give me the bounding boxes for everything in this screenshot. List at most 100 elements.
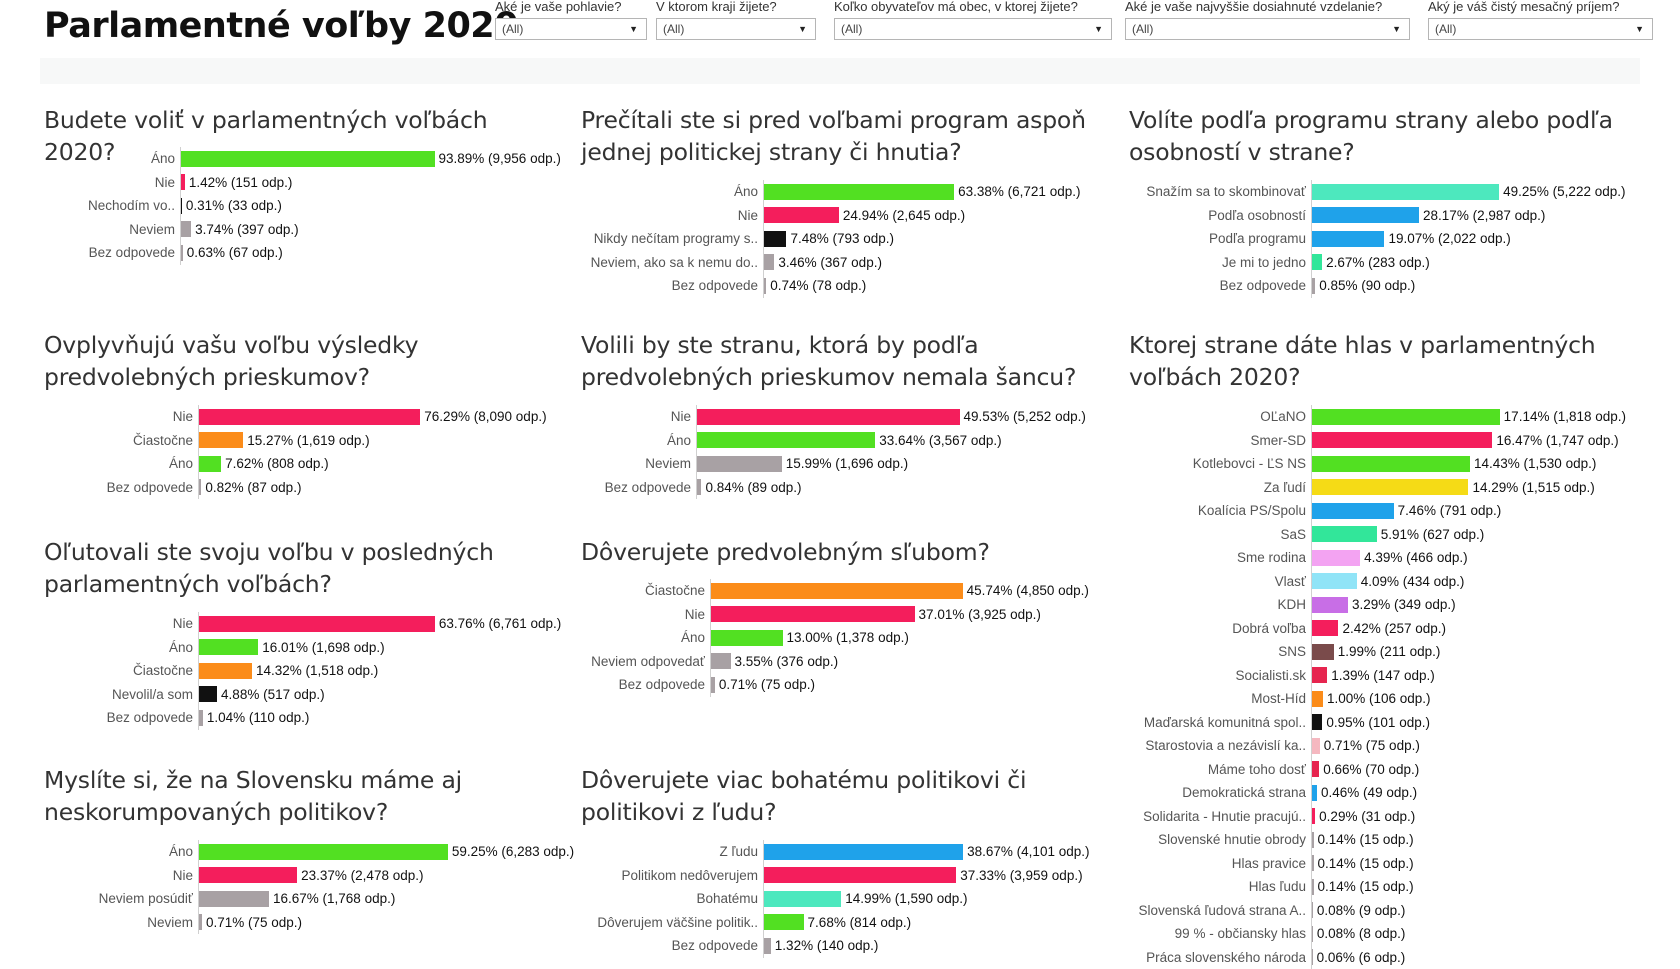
bar-row[interactable]: Nikdy nečítam programy s..7.48% (793 odp… (577, 227, 1107, 251)
bar[interactable] (764, 867, 956, 883)
bar[interactable] (1312, 714, 1322, 730)
bar[interactable] (711, 606, 915, 622)
bar[interactable] (1312, 231, 1384, 247)
bar[interactable] (199, 456, 221, 472)
bar[interactable] (1312, 785, 1317, 801)
bar[interactable] (697, 432, 875, 448)
filter-income-select[interactable]: (All) ▼ (1428, 18, 1653, 40)
bar[interactable] (199, 479, 201, 495)
bar[interactable] (697, 409, 960, 425)
bar[interactable] (1312, 526, 1377, 542)
bar[interactable] (1312, 597, 1348, 613)
bar[interactable] (1312, 550, 1360, 566)
bar-row[interactable]: Solidarita - Hnutie pracujú..0.29% (31 o… (1125, 805, 1655, 829)
bar[interactable] (1312, 479, 1468, 495)
bar[interactable] (1312, 278, 1315, 294)
bar[interactable] (764, 254, 774, 270)
bar[interactable] (1312, 503, 1394, 519)
bar[interactable] (199, 891, 269, 907)
bar-row[interactable]: Dôverujem väčšine politik..7.68% (814 od… (577, 911, 1107, 935)
bar[interactable] (181, 221, 191, 237)
bar[interactable] (1312, 620, 1338, 636)
bar[interactable] (764, 891, 841, 907)
bar[interactable] (1312, 432, 1492, 448)
bar[interactable] (1312, 832, 1314, 848)
bar[interactable] (181, 198, 182, 214)
bar[interactable] (764, 914, 804, 930)
bar[interactable] (181, 174, 185, 190)
bar[interactable] (199, 616, 435, 632)
bar[interactable] (181, 151, 435, 167)
bar[interactable] (1312, 761, 1319, 777)
bar-row[interactable]: Nechodím vo..0.31% (33 odp.) (40, 194, 570, 218)
bar[interactable] (199, 432, 243, 448)
bar[interactable] (1312, 667, 1327, 683)
bar[interactable] (1312, 738, 1320, 754)
bar[interactable] (1312, 879, 1314, 895)
bar[interactable] (1312, 184, 1499, 200)
bar[interactable] (764, 231, 786, 247)
bar[interactable] (697, 479, 701, 495)
bar[interactable] (1312, 808, 1315, 824)
bar[interactable] (1312, 207, 1419, 223)
bar[interactable] (711, 653, 731, 669)
bar[interactable] (764, 278, 766, 294)
bar[interactable] (1312, 949, 1313, 965)
bar[interactable] (199, 867, 297, 883)
bar-row[interactable]: Starostovia a nezávislí ka..0.71% (75 od… (1125, 734, 1655, 758)
bar-row[interactable]: Neviem, ako sa k nemu do..3.46% (367 odp… (577, 251, 1107, 275)
bar[interactable] (199, 710, 203, 726)
bar[interactable] (1312, 456, 1470, 472)
bar[interactable] (199, 914, 202, 930)
bar[interactable] (1312, 644, 1334, 660)
bar-row[interactable]: Maďarská komunitná spol..0.95% (101 odp.… (1125, 711, 1655, 735)
bar[interactable] (764, 938, 771, 954)
